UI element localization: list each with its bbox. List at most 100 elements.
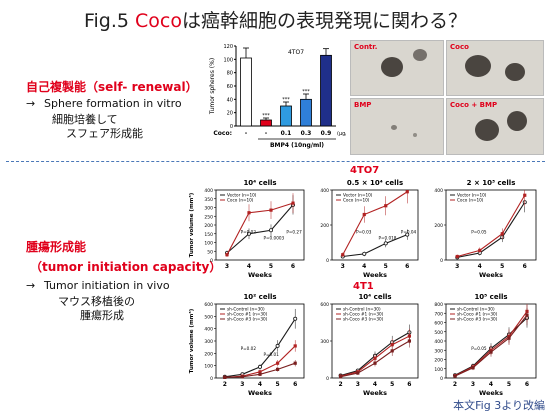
data-point	[453, 374, 457, 378]
data-point	[507, 336, 511, 340]
tumor-initiation-arrow: →	[26, 279, 36, 292]
x-axis-label: Weeks	[248, 389, 272, 397]
x-tick-label: 3	[356, 381, 360, 388]
self-renewal-line1: Sphere formation in vitro	[44, 97, 182, 110]
y-tick-label: 300	[320, 339, 329, 345]
sphere-bar-chart: 0 20 40 60 80 100 120 Tumor spheres (%) 4TO7 - ***…	[209, 44, 346, 149]
legend-label: Coco (n=10)	[343, 198, 370, 203]
data-point	[356, 371, 360, 375]
chart-title: 2 × 10³ cells	[467, 179, 516, 187]
legend-label: Vector (n=10)	[227, 193, 257, 198]
sphere-shape	[381, 57, 403, 77]
x-tick-label: 4	[489, 381, 493, 388]
bar	[260, 119, 272, 127]
y-tick-label: 200	[434, 223, 443, 229]
y-tick-label: 200	[434, 358, 443, 364]
series-line	[226, 202, 294, 256]
data-point	[240, 375, 244, 379]
bar	[280, 105, 292, 127]
y-axis-label: Tumor spheres (%)	[209, 58, 216, 115]
data-point	[390, 343, 394, 347]
footer-note: 本文Fig 3より改編	[453, 399, 545, 412]
x-tick-label: 5	[500, 263, 504, 270]
x-tick-label: 4	[373, 381, 377, 388]
y-tick-label: 150	[204, 232, 213, 238]
sphere-shape	[475, 119, 499, 141]
title-rest: は癌幹細胞の表現発現に関わる？	[182, 10, 468, 32]
data-point	[269, 208, 273, 212]
line-chart-4to7-2e3: 2 × 10³ cells 0 200 400 3 4 5 6 Weeks Vector (n=1…	[434, 179, 537, 279]
y-tick-label: 80	[227, 71, 233, 77]
data-point	[362, 212, 366, 217]
data-point	[339, 375, 343, 379]
title-coco: Coco	[135, 10, 182, 32]
photo-coco: Coco	[446, 40, 544, 96]
x-tick-label: 5	[507, 381, 511, 388]
title-prefix: Fig.5	[83, 10, 136, 32]
y-tick-label: 400	[204, 188, 213, 194]
y-tick-label: 350	[204, 197, 213, 203]
photo-label: Contr.	[354, 43, 378, 51]
chart-title: 10² cells	[243, 293, 276, 301]
data-point	[293, 344, 297, 348]
p-value-label: P=0.02	[241, 229, 257, 234]
photo-label: Coco	[450, 43, 469, 51]
x-tick-label: 6	[405, 263, 409, 270]
data-point	[258, 364, 263, 369]
y-tick-label: 300	[434, 348, 443, 354]
line-chart-4t1-1e2: 10² cells 0 100 200 300 400 500 600 2 3 4 5 6 Weeks Tu…	[188, 293, 305, 397]
y-tick-label: 700	[434, 311, 443, 317]
category-label: -	[265, 130, 268, 137]
data-point	[258, 372, 262, 376]
data-point	[276, 361, 280, 365]
tumor-initiation-line2: マウス移植後の	[58, 295, 135, 308]
data-point	[247, 211, 251, 215]
x-tick-label: 3	[225, 263, 229, 270]
sphere-shape	[465, 55, 491, 77]
x-tick-label: 6	[523, 263, 527, 270]
data-point	[390, 349, 394, 353]
y-tick-label: 40	[227, 97, 233, 103]
y-tick-label: 200	[320, 223, 329, 229]
y-tick-label: 100	[204, 241, 213, 247]
x-axis-label: Weeks	[363, 271, 387, 279]
data-point	[362, 251, 367, 256]
section-divider	[6, 161, 545, 162]
x-tick-label: 2	[339, 381, 343, 388]
p-value-label: P=0.04	[401, 229, 417, 234]
line-chart-4to7-1e4: 10⁴ cells 0 50 100 150 200 250 300 350 400 3 4 5 6 Wee…	[188, 179, 305, 279]
y-axis-label: Tumor volume (mm³)	[188, 192, 195, 257]
data-point	[405, 232, 410, 237]
p-value-label: P=0.03	[356, 229, 372, 234]
p-value-label: P=0.018	[378, 235, 396, 240]
y-tick-label: 0	[440, 258, 443, 264]
photo-control: Contr.	[350, 40, 444, 96]
x-tick-label: 6	[407, 381, 411, 388]
sphere-shape	[391, 125, 397, 130]
y-tick-label: 400	[434, 188, 443, 194]
significance-label: ***	[282, 97, 290, 103]
x-axis-label: Weeks	[479, 389, 503, 397]
tumor-initiation-line3: 腫瘍形成	[80, 309, 124, 322]
y-tick-label: 0	[210, 376, 213, 382]
self-renewal-arrow: →	[26, 97, 36, 110]
x-tick-label: 4	[258, 381, 262, 388]
legend-label: sh-Coco #3 (n=30)	[227, 317, 268, 322]
sphere-shape	[413, 133, 417, 137]
bar	[320, 54, 332, 127]
y-tick-label: 120	[223, 44, 233, 50]
legend-label: sh-Control (n=30)	[343, 307, 381, 312]
legend-label: sh-Control (n=30)	[457, 307, 495, 312]
series-line	[457, 194, 526, 258]
category-label: 0.1	[281, 130, 292, 137]
y-tick-label: 400	[320, 188, 329, 194]
legend-label: Vector (n=10)	[457, 193, 487, 198]
data-point	[225, 253, 229, 257]
x-tick-label: 6	[293, 381, 297, 388]
p-value-label: P=0.05	[471, 346, 487, 351]
p-value-label: P=0.02	[241, 346, 257, 351]
y-tick-label: 0	[440, 376, 443, 382]
data-point	[405, 190, 409, 194]
photo-label: Coco + BMP	[450, 101, 498, 109]
line-chart-4to7-05e4: 0.5 × 10⁴ cells 0 200 400 3 4 5 6 Weeks Vector (n…	[320, 179, 419, 279]
